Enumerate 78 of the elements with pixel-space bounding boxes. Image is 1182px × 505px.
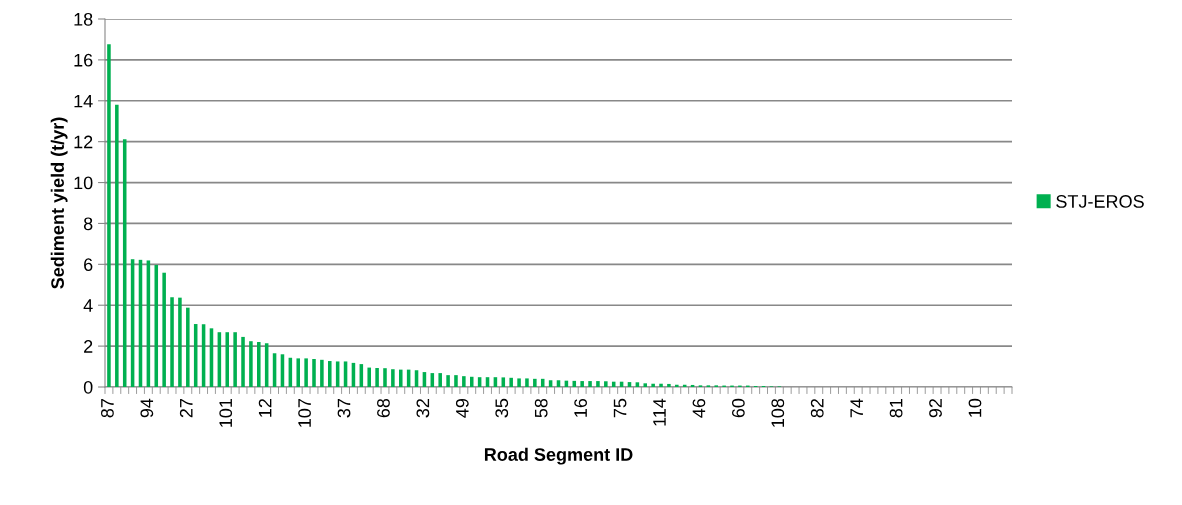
- bar: [509, 377, 513, 387]
- legend-label: STJ-EROS: [1056, 195, 1144, 208]
- bar: [367, 367, 371, 387]
- bar: [383, 368, 387, 387]
- bar: [162, 272, 166, 387]
- bar: [391, 369, 395, 387]
- bar: [517, 378, 521, 387]
- bar: [604, 381, 608, 387]
- y-axis-title: Sediment yield (t/yr): [50, 117, 68, 289]
- x-tick-label: 82: [810, 399, 824, 418]
- bar: [667, 383, 671, 387]
- bar: [659, 383, 663, 387]
- bar: [249, 341, 253, 387]
- y-tick-label: 12: [74, 135, 93, 149]
- x-tick-label: 114: [653, 398, 666, 426]
- x-tick-label: 35: [495, 398, 509, 418]
- x-tick-label: 107: [298, 399, 311, 427]
- bar: [540, 378, 545, 387]
- bar: [580, 381, 584, 387]
- bar: [438, 373, 442, 387]
- y-tick-label: 2: [84, 340, 93, 353]
- bar: [596, 381, 600, 387]
- bar: [446, 375, 450, 387]
- x-tick-label: 75: [613, 398, 627, 418]
- x-tick-label: 94: [140, 398, 154, 418]
- y-tick-label: 4: [83, 299, 93, 312]
- bar: [454, 375, 458, 387]
- x-tick-label: 68: [377, 398, 390, 418]
- x-tick-label: 12: [258, 399, 272, 417]
- bar: [107, 44, 111, 387]
- bar: [170, 297, 174, 387]
- x-tick-label: 81: [889, 398, 903, 418]
- x-tick-label: 46: [692, 398, 706, 418]
- bar: [320, 359, 324, 387]
- x-tick-label: 108: [771, 398, 785, 427]
- bar: [296, 358, 301, 387]
- y-tick-label: 18: [74, 12, 93, 26]
- x-tick-label: 37: [337, 399, 351, 418]
- bar: [398, 369, 403, 387]
- x-tick-label: 49: [455, 398, 469, 418]
- bar: [651, 383, 655, 387]
- x-tick-label: 58: [534, 398, 548, 418]
- x-axis-title: Road Segment ID: [484, 447, 633, 465]
- x-tick-label: 27: [179, 399, 193, 418]
- x-tick-label: 10: [968, 398, 982, 417]
- bar: [643, 383, 648, 387]
- bar: [178, 297, 182, 387]
- bar: [328, 361, 332, 387]
- bar: [588, 381, 592, 387]
- y-tick-label: 0: [83, 380, 93, 394]
- bar: [257, 342, 261, 387]
- bar: [312, 358, 316, 387]
- y-tick-label: 16: [74, 53, 93, 67]
- bar: [469, 376, 474, 387]
- bar: [115, 104, 119, 387]
- x-tick-label: 101: [219, 398, 233, 427]
- y-tick-label: 14: [74, 94, 93, 108]
- x-tick-label: 60: [731, 398, 745, 418]
- x-tick-label: 32: [416, 399, 430, 418]
- bar: [525, 378, 529, 387]
- bar: [304, 358, 308, 387]
- y-tick-label: 6: [84, 258, 93, 272]
- bar: [675, 384, 679, 387]
- y-tick-label: 8: [83, 217, 93, 231]
- x-tick-label: 74: [850, 398, 863, 418]
- bar: [225, 332, 230, 387]
- bar: [186, 307, 190, 387]
- bar: [462, 376, 466, 387]
- x-tick-label: 87: [101, 399, 114, 418]
- bar: [241, 336, 245, 387]
- x-tick-label: 92: [929, 399, 942, 418]
- bar: [154, 264, 159, 387]
- bar: [572, 380, 577, 387]
- bar: [375, 367, 379, 387]
- y-tick-label: 10: [74, 176, 93, 190]
- bar: [533, 378, 537, 387]
- bar: [233, 332, 237, 387]
- x-tick-label: 16: [574, 398, 588, 417]
